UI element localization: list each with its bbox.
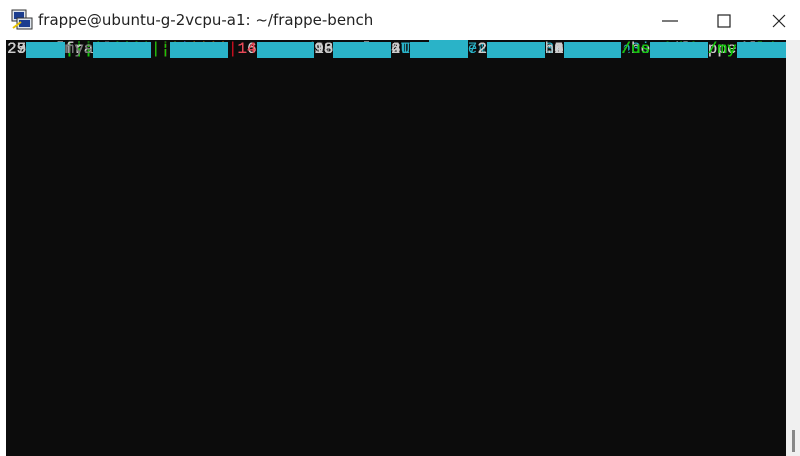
key-block — [563, 42, 622, 58]
close-button[interactable] — [772, 14, 786, 28]
app-icon — [11, 9, 33, 30]
key-block — [487, 42, 545, 58]
scroll-thumb[interactable] — [792, 430, 795, 452]
key-block — [333, 42, 391, 58]
key-block — [256, 42, 315, 58]
scrollbar[interactable] — [786, 40, 800, 456]
key-block — [736, 42, 786, 58]
terminal: 1[|||||||||||||38.3%]2[||||||||||||||46.… — [6, 40, 786, 456]
key-block — [26, 42, 65, 58]
key-block — [170, 42, 228, 58]
key-block — [93, 42, 151, 58]
key-block — [650, 42, 708, 58]
window-title: frappe@ubuntu-g-2vcpu-a1: ~/frappe-bench — [38, 11, 374, 29]
title-bar: frappe@ubuntu-g-2vcpu-a1: ~/frappe-bench — [0, 0, 800, 40]
key-block — [410, 42, 468, 58]
maximize-button[interactable] — [717, 14, 731, 28]
